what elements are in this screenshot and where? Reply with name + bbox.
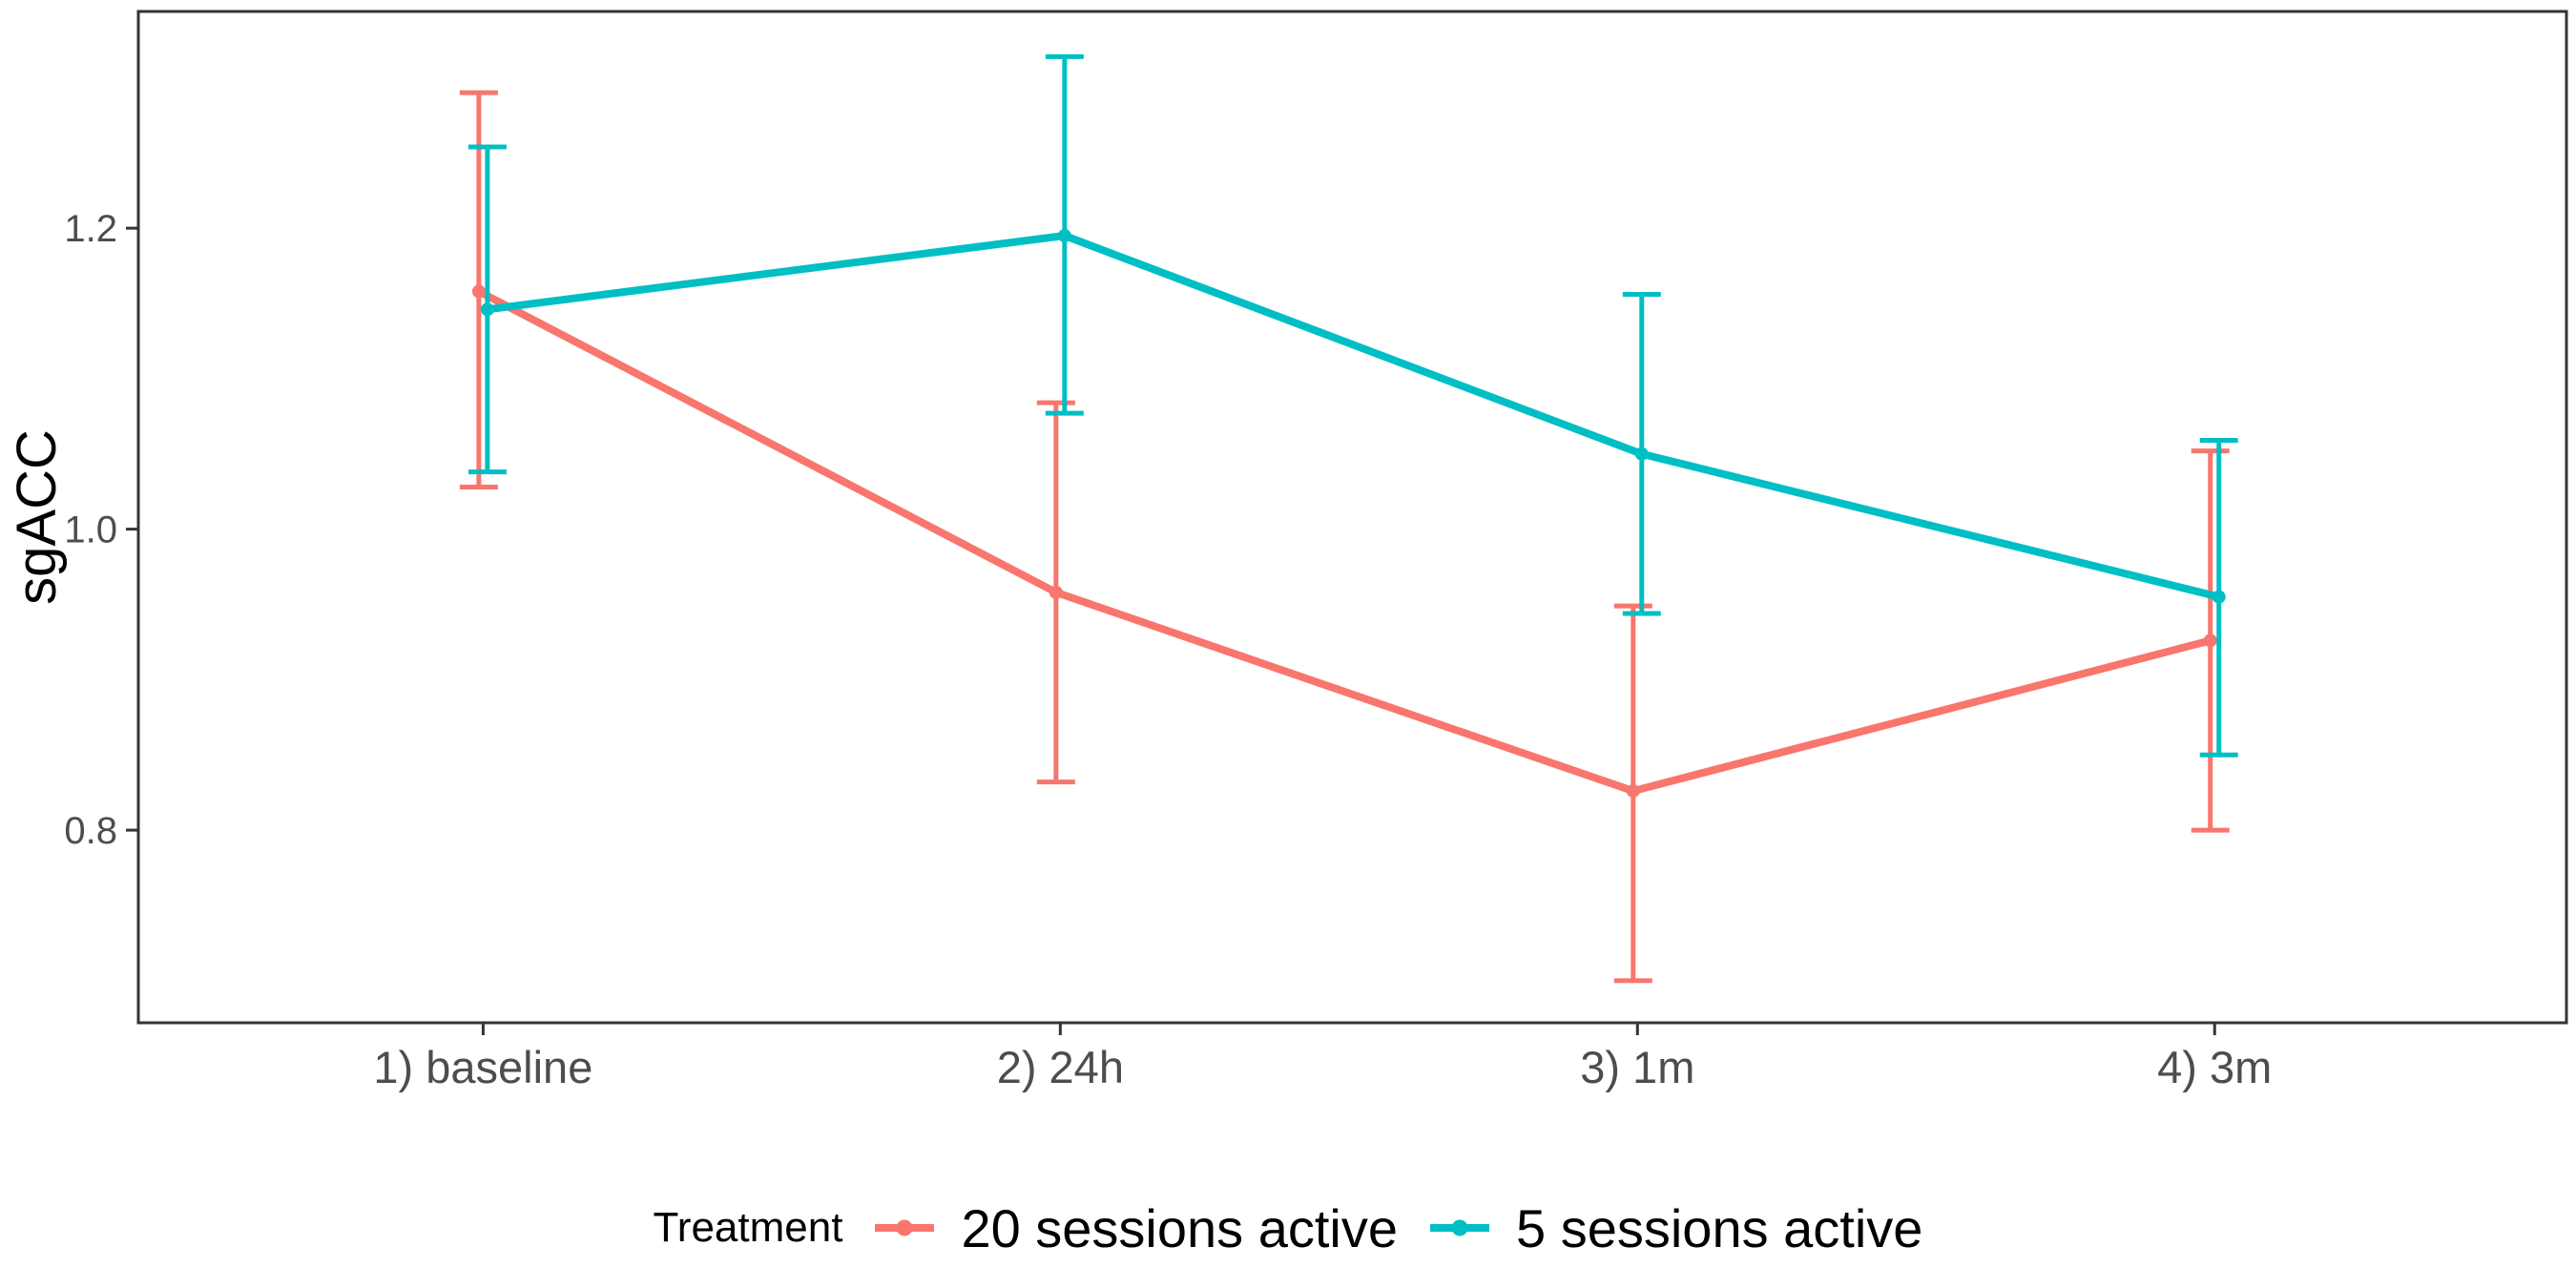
data-point	[471, 284, 486, 299]
data-point	[1626, 784, 1640, 799]
data-point	[2212, 590, 2226, 604]
x-tick-label: 1) baseline	[373, 1042, 592, 1092]
series-line	[477, 287, 2212, 796]
data-point	[1634, 447, 1649, 461]
data-point	[1057, 229, 1071, 243]
legend-title: Treatment	[653, 1204, 843, 1251]
legend-label: 5 sessions active	[1516, 1197, 1923, 1258]
data-point	[1049, 585, 1063, 599]
y-tick-label: 1.0	[64, 509, 117, 551]
y-tick-label: 0.8	[64, 810, 117, 852]
data-point	[480, 302, 494, 317]
series-line	[487, 231, 2220, 601]
panel-border	[136, 10, 2568, 1025]
data-point	[2203, 634, 2217, 648]
x-tick-label: 2) 24h	[997, 1042, 1124, 1092]
x-tick-label: 3) 1m	[1580, 1042, 1694, 1092]
legend-item-5-sessions-active: 5 sessions active	[1430, 1197, 1922, 1259]
line-point-key-icon	[875, 1209, 935, 1247]
legend: Treatment 20 sessions active 5 sessions …	[0, 1175, 2576, 1280]
legend-item-20-sessions-active: 20 sessions active	[875, 1197, 1398, 1259]
line-point-key-icon	[1430, 1209, 1490, 1247]
y-axis-title: sgACC	[6, 429, 68, 605]
x-tick-label: 4) 3m	[2157, 1042, 2272, 1092]
legend-label: 20 sessions active	[961, 1197, 1399, 1258]
y-tick-label: 1.2	[64, 208, 117, 250]
